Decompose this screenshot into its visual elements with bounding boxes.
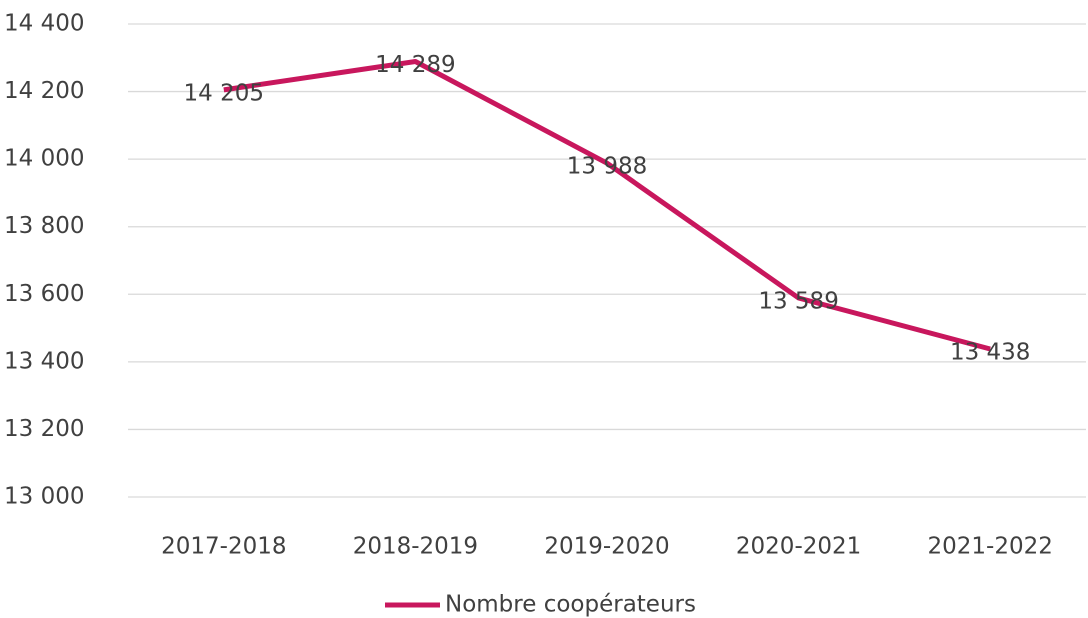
data-label: 13 988 — [567, 154, 647, 180]
x-tick-label: 2018-2019 — [353, 534, 478, 560]
data-label: 13 438 — [950, 340, 1030, 366]
x-tick-label: 2019-2020 — [544, 534, 669, 560]
y-tick-label: 13 600 — [4, 281, 84, 307]
y-tick-label: 13 200 — [4, 416, 84, 442]
line-series — [223, 59, 991, 352]
y-tick-label: 13 400 — [4, 348, 84, 374]
x-tick-label: 2017-2018 — [161, 534, 286, 560]
y-tick-label: 13 000 — [4, 484, 84, 510]
data-label: 14 289 — [375, 52, 455, 78]
data-label: 13 589 — [758, 289, 838, 315]
y-tick-label: 14 400 — [4, 11, 84, 37]
y-tick-label: 13 800 — [4, 213, 84, 239]
y-tick-label: 14 000 — [4, 146, 84, 172]
y-tick-label: 14 200 — [4, 78, 84, 104]
x-tick-label: 2021-2022 — [928, 534, 1053, 560]
legend-label: Nombre coopérateurs — [445, 592, 696, 618]
data-label: 14 205 — [184, 80, 264, 106]
x-tick-label: 2020-2021 — [736, 534, 861, 560]
